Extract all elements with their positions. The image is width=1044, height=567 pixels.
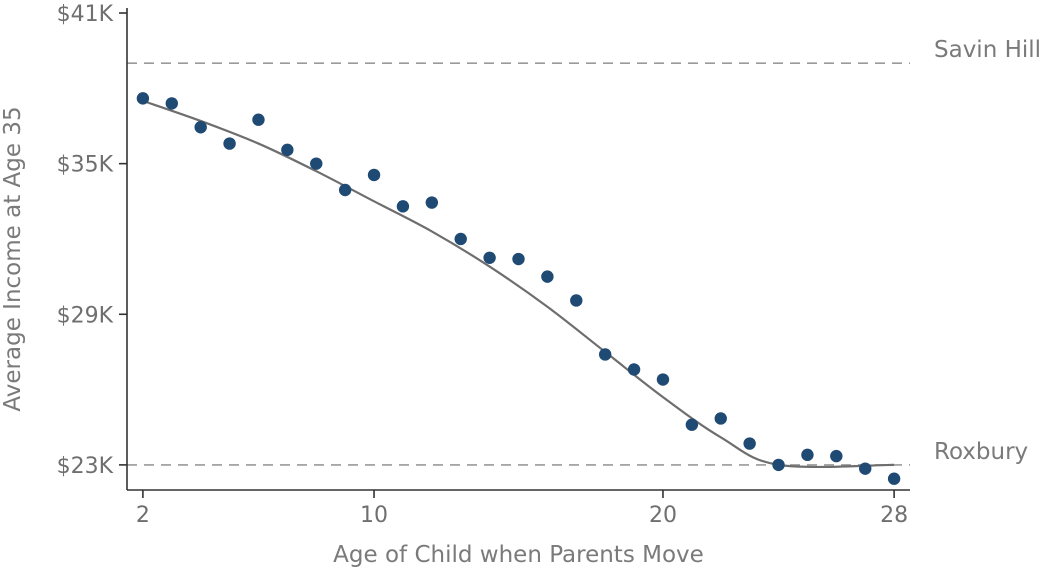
x-tick-label: 20	[649, 503, 677, 528]
x-tick-label: 10	[360, 503, 388, 528]
y-tick-label: $29K	[57, 303, 114, 328]
fit-curve-group	[142, 99, 895, 469]
data-point	[714, 412, 727, 425]
data-point	[541, 270, 554, 283]
data-point	[454, 232, 467, 246]
x-axis-title: Age of Child when Parents Move	[333, 542, 704, 567]
data-point	[685, 418, 699, 431]
data-point	[425, 196, 439, 209]
data-point	[859, 462, 872, 475]
data-point	[165, 97, 178, 110]
reference-lines: Savin Hill Roxbury	[127, 37, 1041, 466]
data-point	[483, 251, 496, 264]
y-tick-label: $23K	[57, 454, 114, 479]
data-point	[887, 472, 901, 485]
data-point	[223, 137, 236, 150]
data-point	[570, 294, 583, 307]
data-point	[281, 143, 294, 157]
data-point	[367, 168, 381, 182]
data-point	[396, 200, 410, 213]
data-point	[136, 92, 150, 105]
axes: 2 10 20 28 $23K $29K $35K $41K	[57, 2, 910, 528]
reference-line-label: Roxbury	[934, 439, 1028, 465]
data-point	[743, 437, 756, 450]
x-tick-label: 2	[136, 503, 150, 528]
data-point	[512, 252, 525, 266]
x-tick-label: 28	[880, 503, 908, 528]
data-point	[772, 458, 785, 472]
data-point	[598, 348, 612, 361]
y-tick-label: $41K	[57, 2, 114, 27]
y-tick-label: $35K	[57, 153, 114, 178]
data-points	[136, 92, 901, 485]
data-point	[801, 448, 814, 462]
y-axis-title: Average Income at Age 35	[0, 106, 26, 411]
data-point	[338, 183, 352, 197]
data-point	[310, 157, 323, 170]
data-point	[252, 113, 265, 126]
reference-line-label: Savin Hill	[934, 37, 1041, 63]
fit-curve	[142, 99, 895, 469]
data-point	[194, 121, 207, 134]
data-point	[830, 449, 843, 463]
data-point	[627, 363, 641, 376]
data-point	[656, 373, 670, 386]
